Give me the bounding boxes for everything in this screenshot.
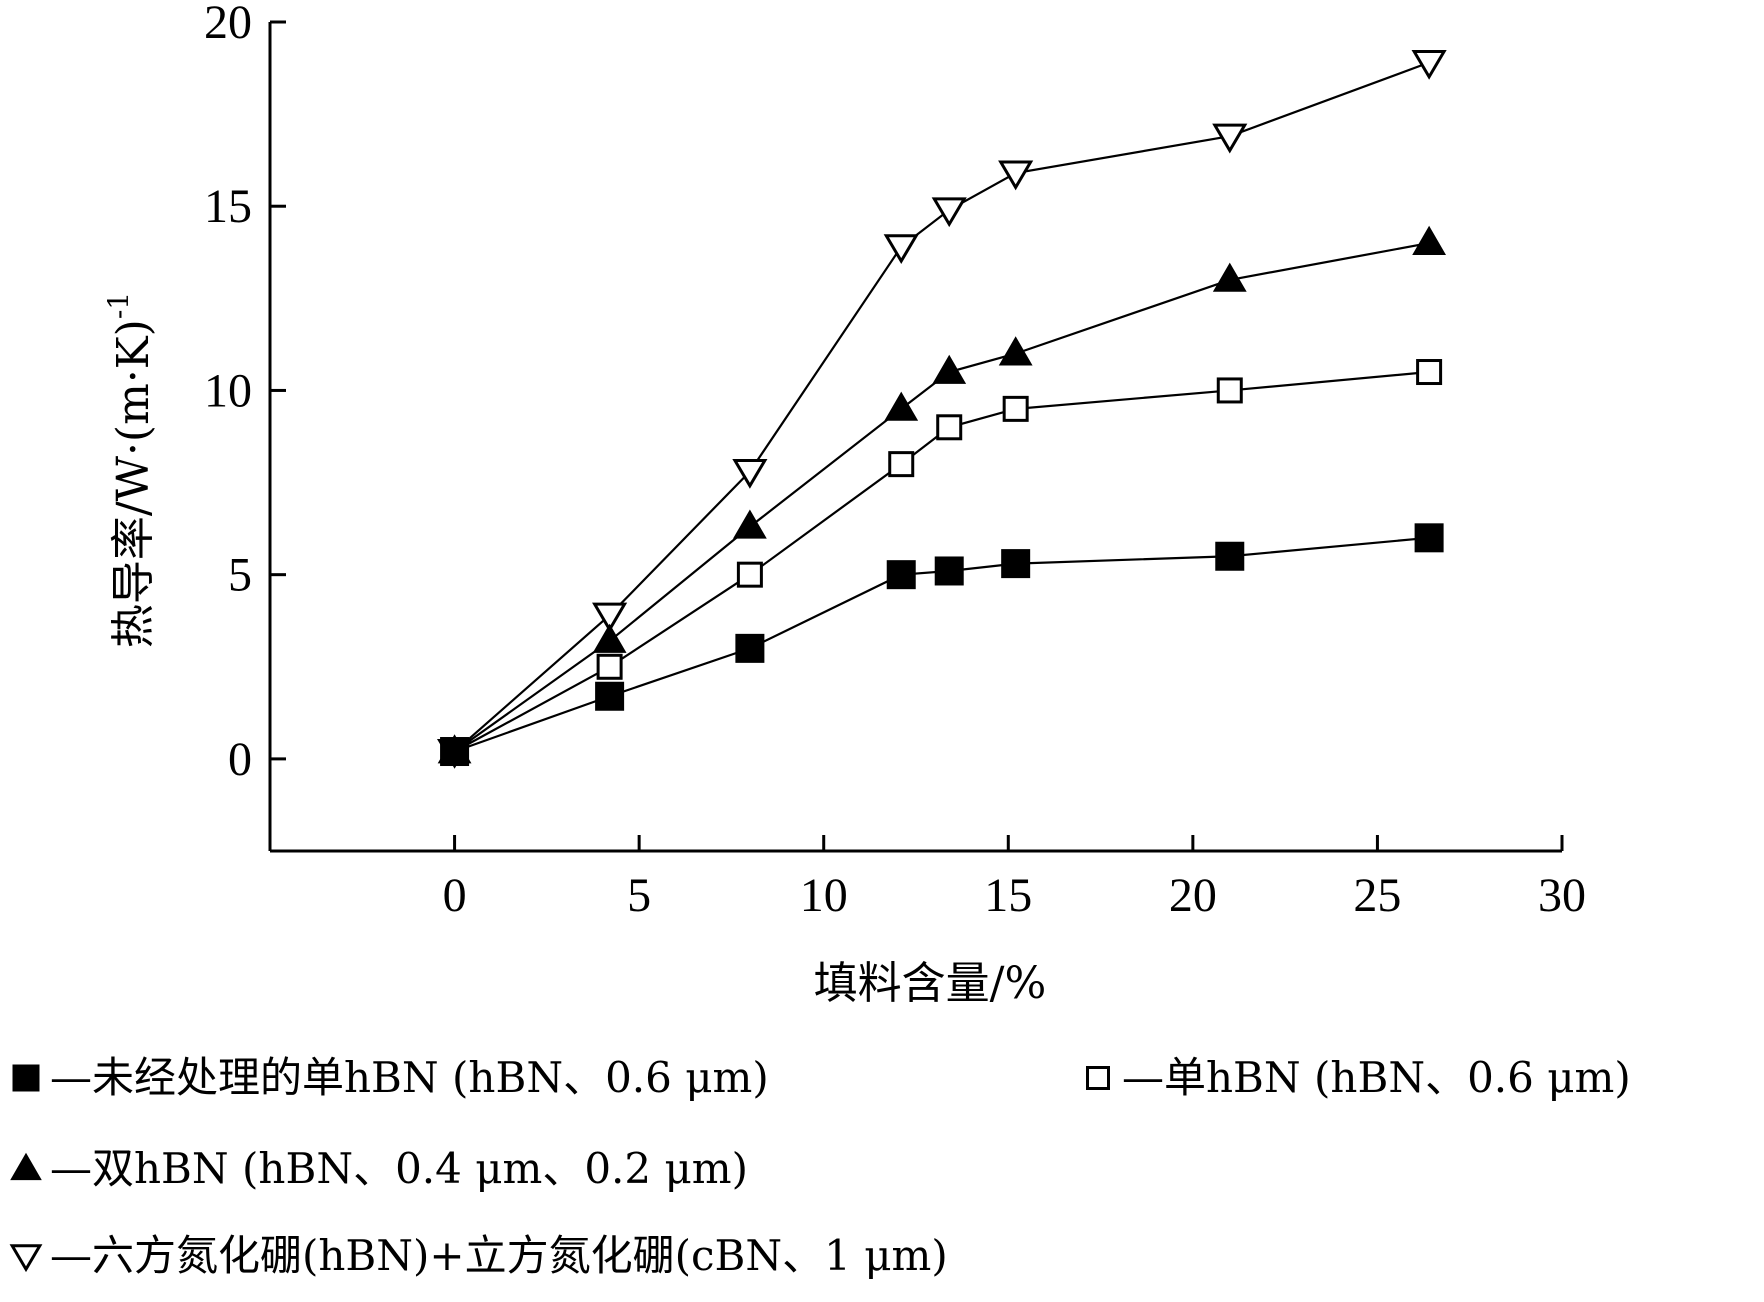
series-2-point-6 (1002, 395, 1029, 422)
series-1 (440, 523, 1444, 767)
series-3-point-7 (1212, 262, 1247, 292)
series-1-line (454, 536, 1430, 753)
series-2-point-4 (888, 451, 915, 478)
y-tick-label-10: 10 (204, 364, 252, 417)
x-tick-label-15: 15 (984, 869, 1032, 922)
series-1-point-3 (735, 633, 765, 663)
legend-marker-2 (1086, 1066, 1110, 1090)
series-3-point-6 (998, 336, 1033, 366)
legend-item-1: —未经处理的单hBN (hBN、0.6 μm) (12, 1053, 769, 1102)
legend: —未经处理的单hBN (hBN、0.6 μm) —单hBN (hBN、0.6 μm… (9, 1053, 1631, 1280)
series-3 (437, 225, 1447, 764)
legend-marker-1 (12, 1064, 40, 1092)
ticks: 0 5 10 15 20 25 30 0 5 10 15 20 (204, 0, 1586, 922)
series-3-point-2 (592, 623, 627, 653)
x-axis-title: 填料含量/% (814, 958, 1047, 1009)
series-4-point-3 (732, 458, 768, 489)
series-4-point-5 (931, 197, 967, 228)
x-tick-label-30: 30 (1538, 869, 1586, 922)
series-2-point-5 (936, 414, 963, 441)
series-4-point-8 (1411, 49, 1447, 80)
series-1-point-7 (1215, 541, 1245, 571)
y-tick-label-15: 15 (204, 180, 252, 233)
series-1-point-4 (886, 560, 916, 590)
series-1-point-1 (440, 737, 470, 767)
y-tick-label-5: 5 (228, 549, 252, 602)
series-layer (436, 49, 1447, 769)
y-axis-title-superscript: -1 (102, 292, 135, 319)
legend-item-2: —单hBN (hBN、0.6 μm) (1086, 1053, 1631, 1102)
series-3-point-3 (732, 509, 767, 539)
legend-label-3: —双hBN (hBN、0.4 μm、0.2 μm) (50, 1144, 748, 1193)
series-4-point-2 (592, 602, 628, 633)
series-2-point-8 (1416, 359, 1443, 386)
legend-item-3: —双hBN (hBN、0.4 μm、0.2 μm) (10, 1144, 748, 1193)
series-3-point-5 (932, 354, 967, 384)
x-tick-label-5: 5 (627, 869, 651, 922)
series-2-point-3 (736, 561, 763, 588)
x-tick-label-20: 20 (1169, 869, 1217, 922)
y-tick-label-0: 0 (228, 733, 252, 786)
legend-label-1: —未经处理的单hBN (hBN、0.6 μm) (50, 1053, 769, 1102)
series-1-point-5 (934, 556, 964, 586)
series-2-point-7 (1216, 377, 1243, 404)
legend-label-4: —六方氮化硼(hBN)+立方氮化硼(cBN、1 μm) (50, 1231, 948, 1280)
series-3-line (453, 241, 1430, 753)
series-1-point-6 (1001, 549, 1031, 579)
series-1-point-2 (595, 681, 625, 711)
x-tick-label-10: 10 (800, 869, 848, 922)
series-4-line (453, 61, 1430, 753)
series-2-point-2 (596, 653, 623, 680)
y-tick-label-20: 20 (204, 0, 252, 49)
axes (268, 22, 1562, 853)
x-tick-label-0: 0 (443, 869, 467, 922)
series-4-point-6 (998, 160, 1034, 191)
series-3-point-8 (1412, 225, 1447, 255)
legend-item-4: —六方氮化硼(hBN)+立方氮化硼(cBN、1 μm) (9, 1231, 948, 1280)
series-3-point-4 (884, 391, 919, 421)
y-axis-title: 热导率/W·(m·K)-1 (102, 292, 159, 648)
series-2-line (454, 370, 1430, 753)
x-tick-label-25: 25 (1353, 869, 1401, 922)
legend-marker-4 (9, 1244, 43, 1273)
series-4-point-4 (883, 234, 919, 265)
series-4 (436, 49, 1447, 769)
series-1-point-8 (1414, 523, 1444, 553)
series-4-point-7 (1212, 123, 1248, 154)
legend-label-2: —单hBN (hBN、0.6 μm) (1122, 1053, 1631, 1102)
y-axis-title-main: 热导率/W·(m·K) (108, 319, 159, 648)
legend-marker-3 (10, 1152, 42, 1181)
